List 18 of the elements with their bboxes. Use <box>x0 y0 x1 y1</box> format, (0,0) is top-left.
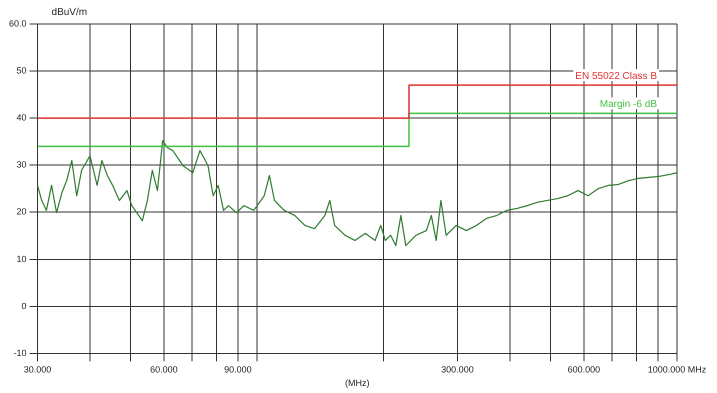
y-tick-label: 60.0 <box>8 18 27 28</box>
y-axis-title: dBuV/m <box>52 6 88 18</box>
x-tick-label: 90.000 <box>224 364 252 374</box>
y-tick-label: 20 <box>16 206 27 217</box>
x-tick-label: 1000.000 MHz <box>648 364 707 374</box>
y-tick-label: 50 <box>16 66 27 76</box>
x-axis-title: (MHz) <box>345 378 370 388</box>
x-tick-label: 60.000 <box>150 364 178 374</box>
y-tick-label: 0 <box>22 300 27 311</box>
y-tick-label: 30 <box>16 160 27 170</box>
series-label: Margin -6 dB <box>600 99 658 110</box>
y-tick-label: 10 <box>16 254 27 264</box>
y-tick-label: -10 <box>14 348 27 358</box>
x-tick-label: 30.000 <box>24 364 52 374</box>
series-label: EN 55022 Class B <box>575 70 658 82</box>
x-tick-label: 300.000 <box>441 364 474 374</box>
y-tick-label: 40 <box>16 112 27 123</box>
x-tick-label: 600.000 <box>568 364 600 374</box>
